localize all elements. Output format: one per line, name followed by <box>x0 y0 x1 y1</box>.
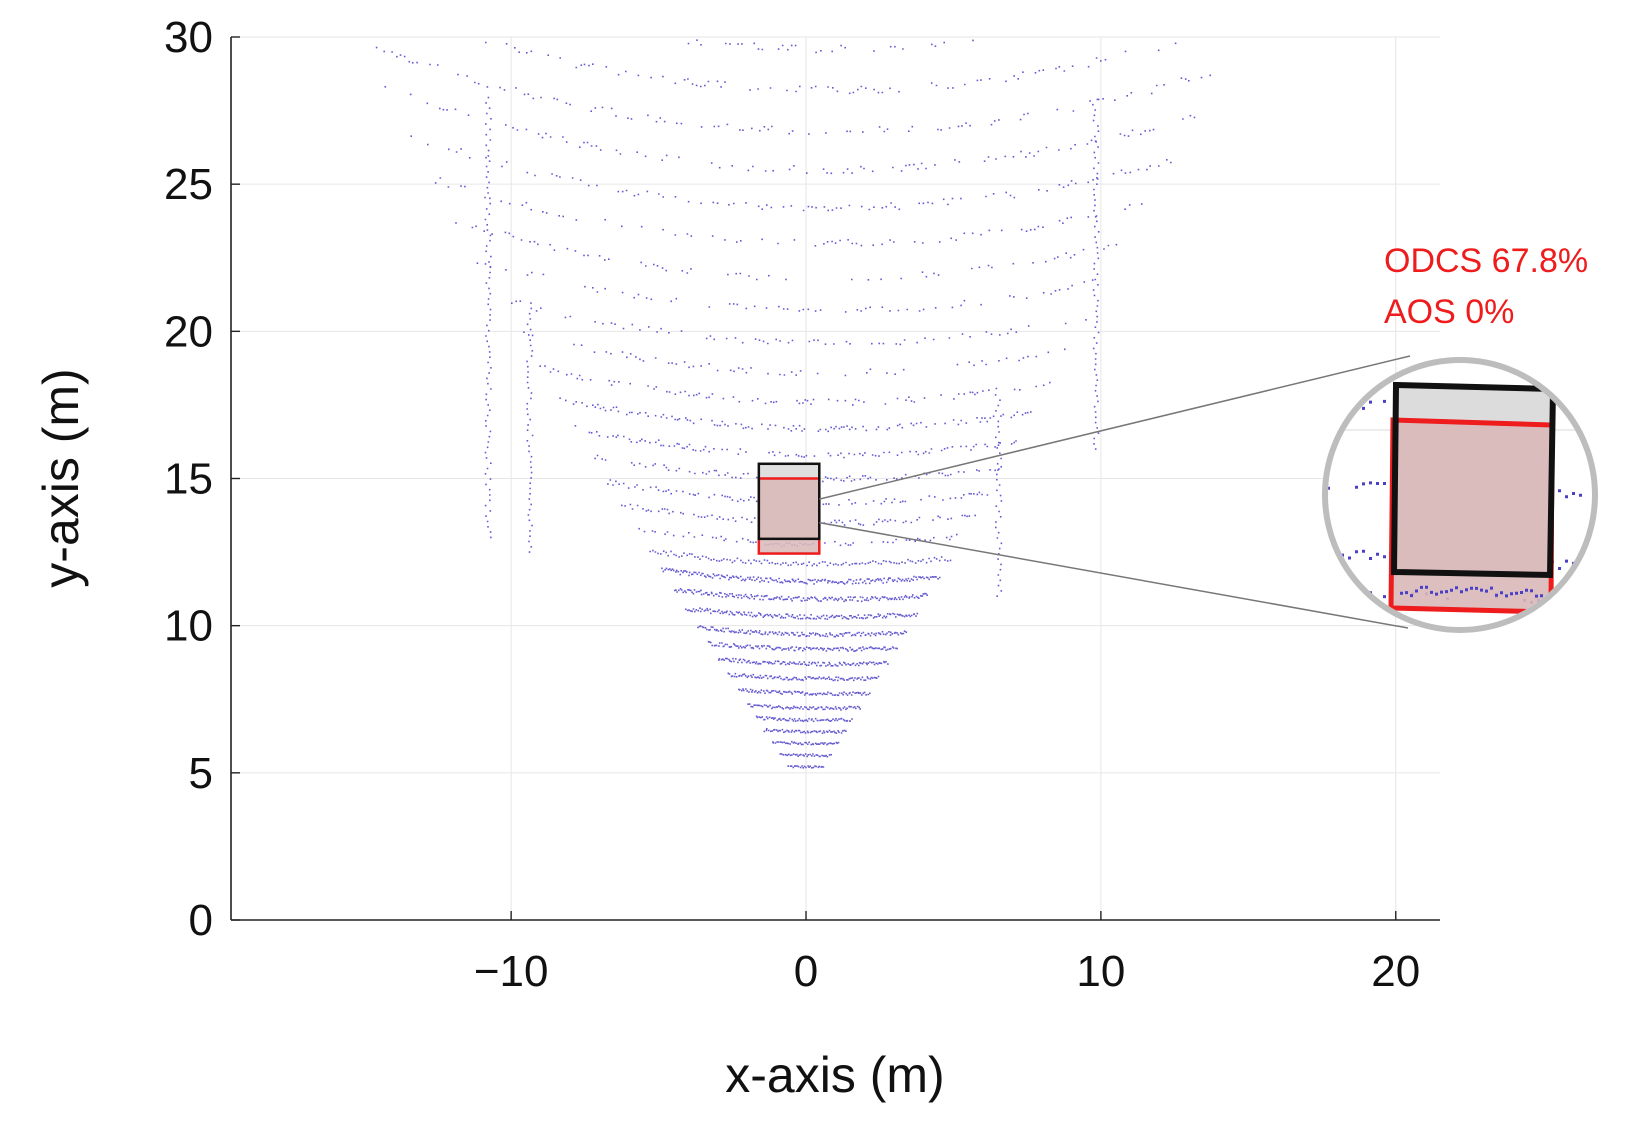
zoom-car-points <box>1400 585 1543 598</box>
zoom-pred-fill <box>1391 420 1552 612</box>
ground-truth-box <box>757 462 821 541</box>
y-tick-label: 10 <box>164 602 213 651</box>
y-tick-label: 30 <box>164 13 213 62</box>
pred-box-fill <box>758 478 820 554</box>
x-tick-label: 0 <box>794 947 818 996</box>
zoom-inset <box>1322 357 1598 633</box>
bounding-boxes <box>757 462 821 555</box>
x-tick-label: −10 <box>474 947 549 996</box>
x-tick-label: 20 <box>1371 947 1420 996</box>
zoom-connectors <box>819 355 1411 629</box>
connector-line <box>819 355 1411 500</box>
x-axis-label: x-axis (m) <box>725 1047 944 1103</box>
y-tick-label: 0 <box>189 896 213 945</box>
point-cloud <box>375 39 1211 769</box>
grid <box>231 36 1440 921</box>
aos-annotation: AOS 0% <box>1384 293 1514 331</box>
y-tick-label: 15 <box>164 455 213 504</box>
y-axis-label: y-axis (m) <box>33 368 89 587</box>
y-tick-label: 5 <box>189 749 213 798</box>
zoom-content <box>1328 381 1592 627</box>
x-tick-label: 10 <box>1076 947 1125 996</box>
y-tick-label: 20 <box>164 307 213 356</box>
y-tick-label: 25 <box>164 160 213 209</box>
axes: −10 0 10 20 0 5 10 15 20 25 30 <box>164 13 1440 996</box>
zoom-ground-truth-box <box>1390 381 1557 579</box>
lidar-points <box>375 39 1211 769</box>
connector-line <box>819 521 1409 629</box>
odcs-annotation: ODCS 67.8% <box>1384 242 1588 280</box>
